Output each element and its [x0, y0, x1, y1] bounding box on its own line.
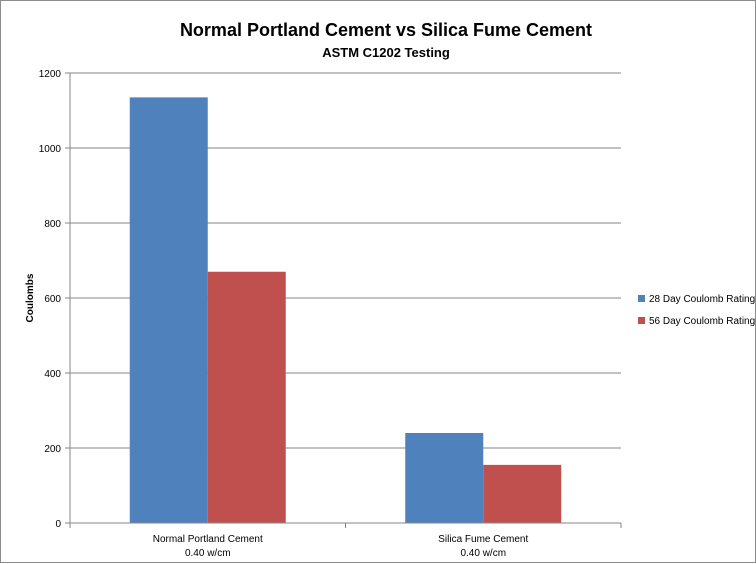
legend-label: 28 Day Coulomb Rating	[649, 294, 755, 305]
y-tick-label: 1200	[39, 69, 62, 80]
y-tick-label: 1000	[39, 144, 62, 155]
legend: 28 Day Coulomb Rating 56 Day Coulomb Rati…	[638, 294, 755, 327]
x-category-label: Normal Portland Cement	[153, 534, 263, 545]
bar-28-day-normal-portland	[129, 97, 208, 523]
legend-swatch	[638, 317, 645, 324]
x-category-sublabel: 0.40 w/cm	[185, 548, 231, 559]
chart-subtitle: ASTM C1202 Testing	[322, 45, 450, 60]
chart-title: Normal Portland Cement vs Silica Fume Ce…	[180, 20, 592, 40]
y-tick-label: 0	[55, 519, 61, 530]
x-axis-categories: Normal Portland Cement 0.40 w/cm Silica Fu…	[69, 523, 622, 559]
bar-56-day-normal-portland	[207, 271, 286, 523]
y-axis-label: Coulombs	[25, 273, 36, 322]
y-tick-label: 800	[44, 219, 61, 230]
legend-label: 56 Day Coulomb Rating	[649, 316, 755, 327]
x-category-sublabel: 0.40 w/cm	[460, 548, 506, 559]
y-tick-label: 600	[44, 294, 61, 305]
x-category-label: Silica Fume Cement	[438, 534, 528, 545]
legend-swatch	[638, 295, 645, 302]
bar-56-day-silica-fume	[483, 464, 562, 523]
y-tick-label: 400	[44, 369, 61, 380]
y-axis-ticks: 0 200 400 600 800 1000 1200	[39, 69, 70, 530]
bar-28-day-silica-fume	[405, 433, 484, 523]
bars	[129, 97, 562, 523]
y-tick-label: 200	[44, 444, 61, 455]
